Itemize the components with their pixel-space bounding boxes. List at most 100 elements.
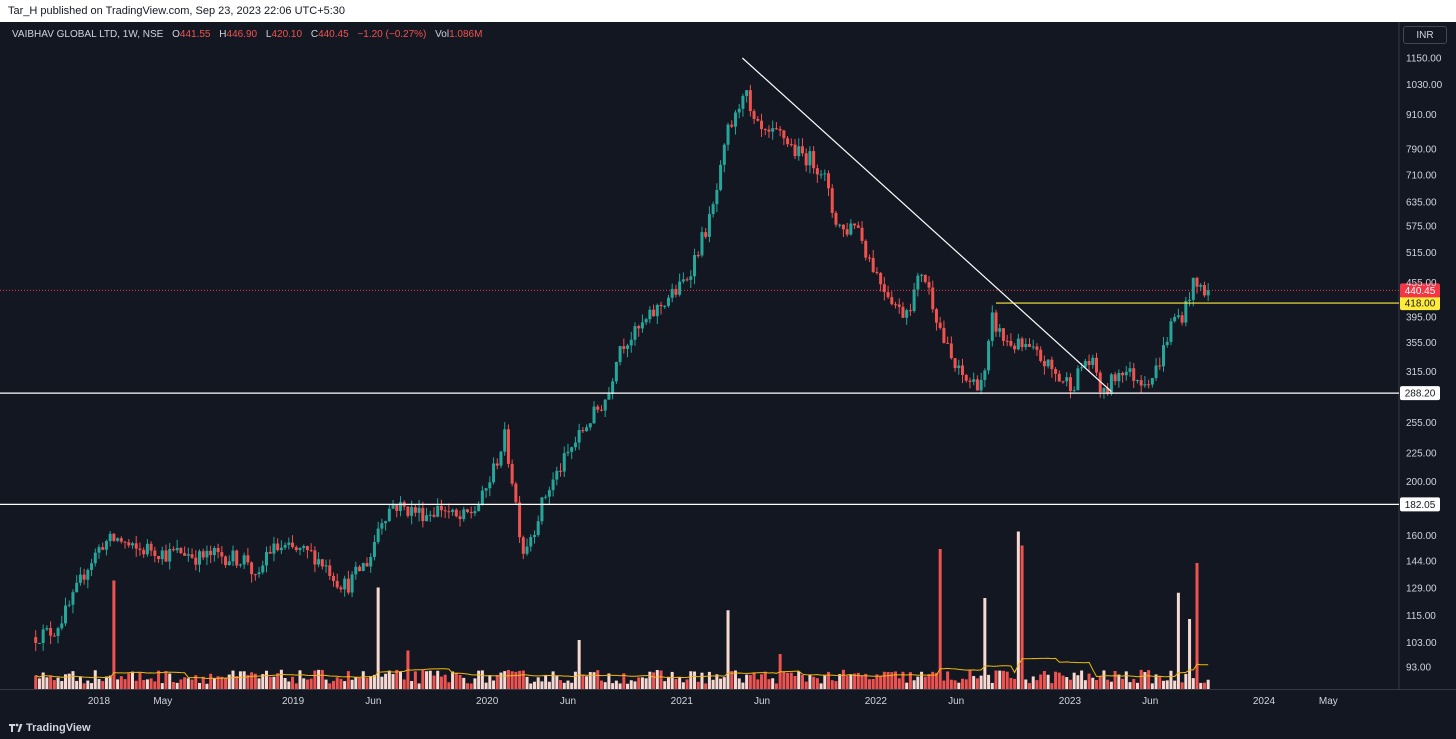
volume-bar	[1013, 678, 1017, 689]
volume-bar	[570, 682, 574, 689]
volume-bar	[510, 671, 514, 689]
candle-body	[34, 637, 38, 643]
volume-bar	[205, 683, 209, 689]
horizontal-levels: 418.00 288.20 182.05 440.45	[0, 57, 1440, 512]
volume-bar	[603, 682, 607, 689]
candle-body	[406, 506, 410, 516]
volume-bar	[93, 670, 97, 689]
footer-brand: TradingView	[26, 722, 91, 734]
volume-bar	[972, 676, 976, 689]
candle-body	[164, 550, 168, 562]
volume-bar	[771, 678, 775, 689]
candle-body	[1135, 380, 1139, 382]
candle-body	[1150, 378, 1154, 385]
volume-bar	[432, 675, 436, 689]
volume-bar	[1076, 675, 1080, 689]
close-label: C	[310, 29, 319, 40]
candle-body	[1024, 344, 1028, 348]
candle-body	[216, 547, 220, 553]
volume-bar	[261, 674, 265, 689]
volume-bar	[730, 671, 734, 689]
volume-bar	[614, 680, 618, 689]
volume-bar	[447, 682, 451, 689]
candle-body	[607, 393, 611, 400]
candle-body	[663, 305, 667, 307]
candle-body	[503, 429, 507, 452]
price-tick-label: 1150.00	[1406, 54, 1442, 65]
volume-bar	[488, 675, 492, 689]
volume-bar	[469, 683, 473, 689]
volume-bar	[298, 670, 302, 689]
price-tick-label: 200.00	[1406, 477, 1437, 488]
time-tick-label: Jun	[560, 696, 576, 707]
candle-body	[573, 442, 577, 448]
candle-body	[763, 129, 767, 131]
candle-body	[864, 240, 868, 258]
candle-body	[830, 188, 834, 213]
volume-bar	[987, 674, 991, 689]
volume-bar	[853, 673, 857, 689]
candle-body	[603, 399, 607, 411]
candle-body	[547, 490, 551, 497]
candle-body	[469, 511, 473, 514]
candle-body	[912, 289, 916, 311]
volume-bar	[175, 682, 179, 689]
candle-body	[562, 453, 566, 472]
currency-button[interactable]: INR	[1403, 26, 1447, 44]
volume-bar	[1095, 680, 1099, 689]
volume-bar	[238, 671, 242, 689]
volume-bar	[707, 671, 711, 689]
candle-body	[860, 227, 864, 241]
volume-bar	[920, 671, 924, 689]
candle-body	[112, 533, 116, 541]
volume-bar	[305, 679, 309, 689]
candle-body	[1188, 299, 1192, 302]
candle-body	[75, 582, 79, 593]
volume-bar	[458, 674, 462, 689]
candle-body	[1128, 368, 1132, 372]
price-tick-label: 635.00	[1406, 197, 1437, 208]
price-chart[interactable]: 418.00 288.20 182.05 440.45 1150.00 1030.00 9…	[0, 22, 1456, 718]
volume-bar	[358, 677, 362, 689]
volume-bar	[871, 678, 875, 689]
candle-body	[908, 310, 912, 312]
candle-body	[934, 309, 938, 323]
candle-body	[1106, 387, 1110, 394]
volume-bar	[1109, 681, 1113, 689]
volume-bar	[1054, 671, 1058, 689]
price-tick-label: 93.00	[1406, 663, 1431, 674]
volume-bar	[64, 674, 68, 689]
candle-body	[566, 451, 570, 454]
candle-body	[659, 304, 663, 307]
symbol-legend: VAIBHAV GLOBAL LTD, 1W, NSE O441.55 H446…	[12, 28, 482, 42]
volume-bar	[335, 677, 339, 689]
volume-bar	[462, 677, 466, 689]
volume-bar	[354, 676, 358, 689]
candle-body	[372, 541, 376, 557]
candle-body	[369, 556, 373, 567]
candle-body	[670, 288, 674, 298]
volume-bar	[480, 670, 484, 689]
candle-body	[417, 507, 421, 513]
candle-body	[41, 629, 45, 643]
volume-bar	[823, 675, 827, 689]
volume-bar	[506, 669, 510, 689]
candle-body	[711, 204, 715, 215]
candle-body	[707, 214, 711, 237]
candle-body	[67, 604, 71, 606]
candle-body	[771, 128, 775, 132]
volume-bar	[585, 676, 589, 689]
candle-body	[257, 572, 261, 575]
candle-body	[815, 168, 819, 175]
chart-area[interactable]: 418.00 288.20 182.05 440.45 1150.00 1030.00 9…	[0, 22, 1456, 718]
volume-bar	[268, 676, 272, 689]
volume-bar	[763, 671, 767, 689]
volume-bar	[227, 674, 231, 689]
volume-bar	[674, 679, 678, 689]
volume-bar	[1121, 678, 1125, 689]
volume-bar	[410, 681, 414, 689]
candle-body	[52, 635, 56, 637]
volume-bar	[760, 674, 764, 689]
candle-body	[1035, 346, 1039, 350]
volume-bar	[413, 671, 417, 689]
